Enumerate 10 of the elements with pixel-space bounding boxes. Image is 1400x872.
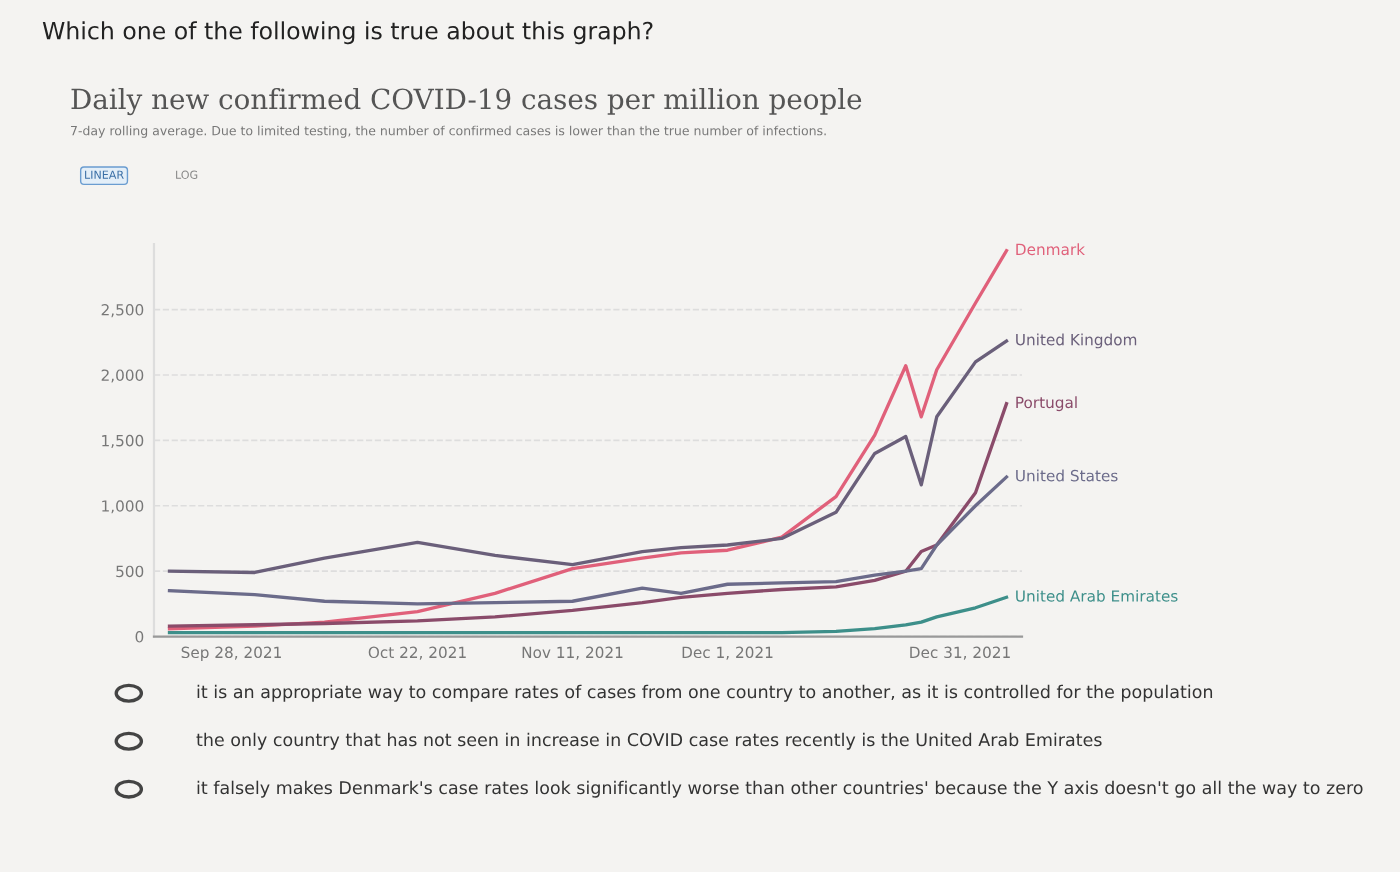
text: it is an appropriate way to compare rates of cases from one country to another, as it is controlled for the population: [197, 684, 1213, 702]
chart-title: Daily new confirmed COVID-19 cases per million people: [71, 87, 862, 116]
line-series: [167, 249, 1009, 631]
line-series: [167, 339, 1009, 575]
line-series: [167, 402, 1009, 628]
text: it falsely makes Denmark's case rates look significantly worse than other countries' because the Y axis doesn't go all the way to zero: [197, 780, 1363, 798]
text: Which one of the following is true about this graph?: [42, 21, 653, 45]
text: the only country that has not seen in increase in COVID case rates recently is the United Arab Emirates: [196, 732, 1102, 750]
line-series: [167, 475, 1009, 606]
line-series: [167, 595, 1009, 635]
